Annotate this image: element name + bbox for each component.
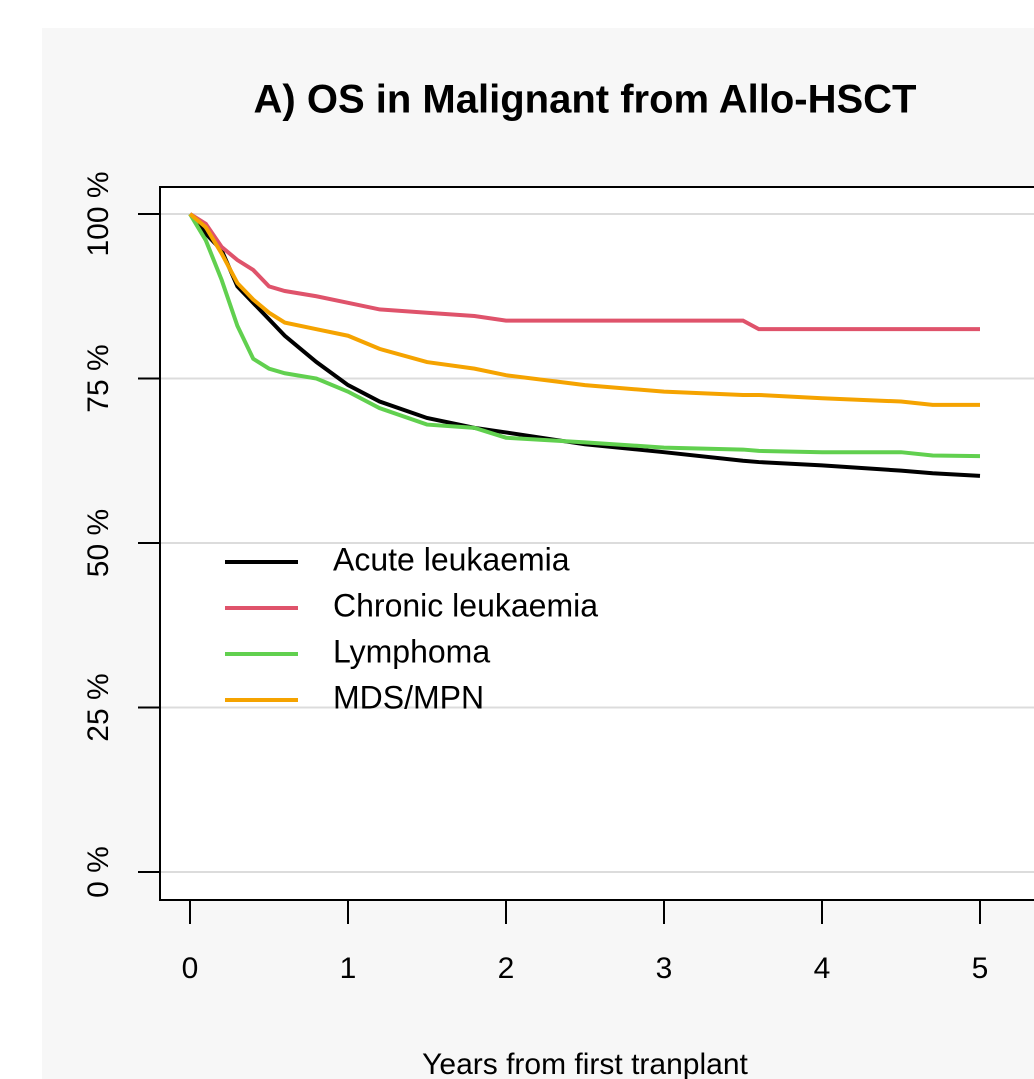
x-tick-label: 4 [814, 952, 831, 985]
y-tick-label: 50 % [82, 509, 115, 577]
x-tick-label: 2 [498, 952, 515, 985]
legend-label: Lymphoma [333, 633, 490, 669]
x-tick-label: 0 [182, 952, 199, 985]
y-tick-label: 100 % [82, 171, 115, 256]
y-tick-label: 75 % [82, 344, 115, 412]
y-tick-label: 25 % [82, 673, 115, 741]
x-axis-label: Years from first tranplant [422, 1048, 748, 1079]
series-line [188, 212, 981, 459]
series-line [188, 212, 980, 407]
legend-label: Chronic leukaemia [333, 587, 598, 623]
series-line [188, 212, 981, 478]
chart-title: A) OS in Malignant from Allo-HSCT [254, 78, 917, 122]
x-tick-label: 1 [340, 952, 357, 985]
legend-label: Acute leukaemia [333, 541, 570, 577]
x-tick-label: 3 [656, 952, 673, 985]
x-tick-label: 5 [972, 952, 989, 985]
series-line [188, 212, 980, 332]
legend-label: MDS/MPN [333, 679, 484, 715]
y-tick-label: 0 % [82, 846, 115, 898]
